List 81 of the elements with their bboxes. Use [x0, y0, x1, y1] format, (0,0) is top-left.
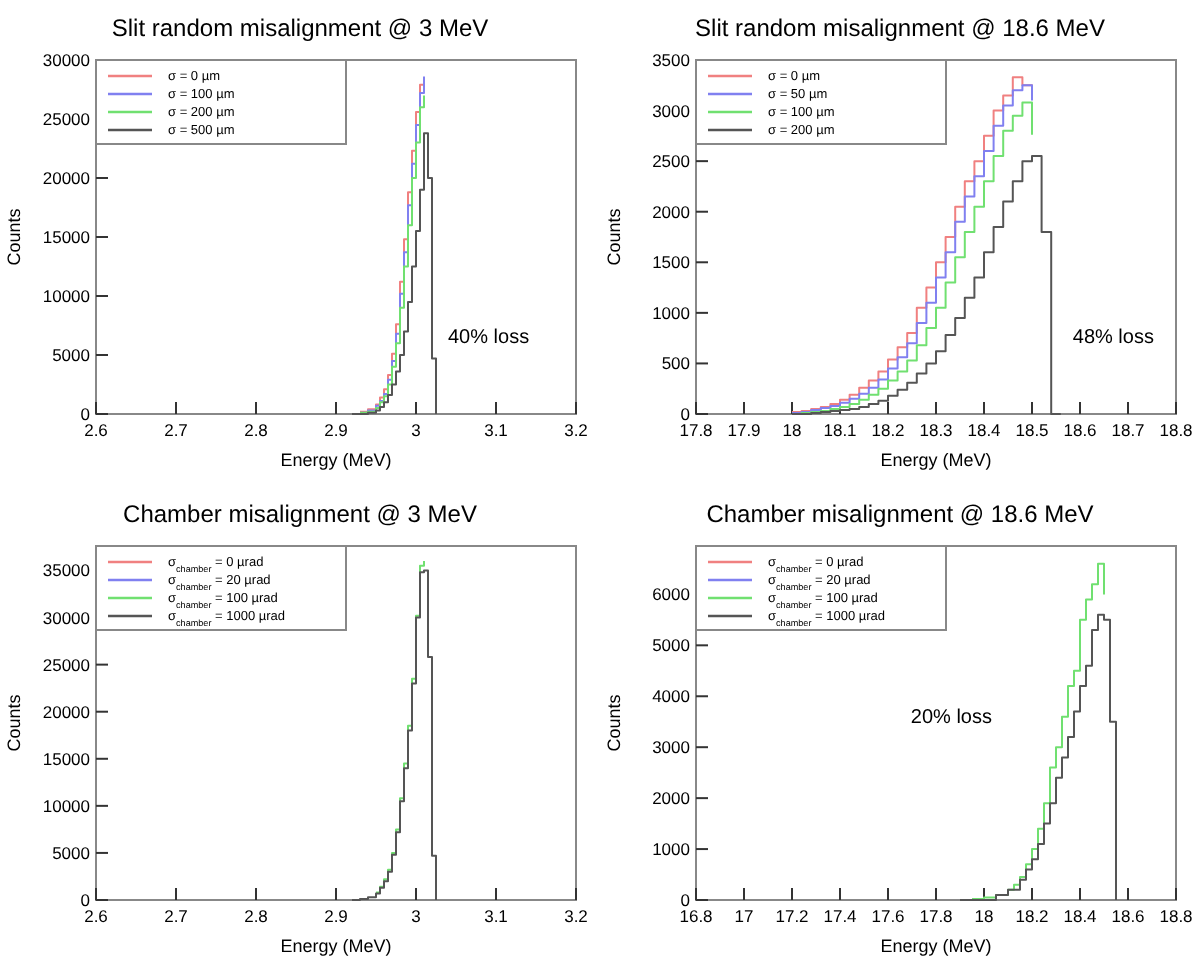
- y-axis-title: Counts: [604, 207, 624, 266]
- x-tick-label: 18.2: [1015, 906, 1050, 926]
- x-axis-title: Energy (MeV): [280, 936, 392, 956]
- x-tick-label: 18.6: [1063, 420, 1098, 440]
- x-tick-label: 2.9: [324, 420, 349, 440]
- y-tick-label: 3000: [652, 737, 691, 758]
- y-tick-label: 25000: [42, 654, 91, 675]
- y-tick-label: 10000: [42, 285, 91, 306]
- x-tick-label: 2.7: [164, 906, 189, 926]
- y-tick-label: 3500: [652, 49, 691, 70]
- chart-title: Slit random misalignment @ 18.6 MeV: [695, 14, 1105, 42]
- y-tick-label: 15000: [42, 748, 91, 769]
- x-tick-label: 18: [782, 420, 802, 440]
- chart-title: Chamber misalignment @ 3 MeV: [123, 500, 477, 528]
- x-tick-label: 3.1: [484, 420, 509, 440]
- y-tick-label: 0: [80, 889, 91, 910]
- y-tick-label: 3000: [652, 100, 691, 121]
- x-axis-title: Energy (MeV): [880, 936, 992, 956]
- x-tick-label: 18.7: [1111, 420, 1146, 440]
- y-tick-label: 15000: [42, 226, 91, 247]
- x-tick-label: 2.8: [244, 906, 269, 926]
- y-tick-label: 0: [680, 889, 691, 910]
- x-tick-label: 17.4: [823, 906, 858, 926]
- x-tick-label: 17: [734, 906, 754, 926]
- x-tick-label: 3: [411, 906, 422, 926]
- x-tick-label: 2.7: [164, 420, 189, 440]
- x-tick-label: 3.2: [564, 906, 589, 926]
- chart-title: Slit random misalignment @ 3 MeV: [111, 14, 489, 42]
- x-tick-label: 18.3: [919, 420, 954, 440]
- x-tick-label: 18.4: [1063, 906, 1098, 926]
- x-tick-label: 18.4: [967, 420, 1002, 440]
- y-tick-label: 0: [680, 403, 691, 424]
- y-tick-label: 5000: [52, 842, 91, 863]
- x-tick-label: 2.6: [84, 906, 109, 926]
- chart-title: Chamber misalignment @ 18.6 MeV: [706, 500, 1094, 528]
- y-axis-title: Counts: [4, 207, 24, 266]
- y-axis-title: Counts: [604, 693, 624, 752]
- x-tick-label: 3: [411, 420, 422, 440]
- y-tick-label: 2000: [652, 788, 691, 809]
- x-tick-label: 17.8: [679, 420, 714, 440]
- y-axis-title: Counts: [4, 693, 24, 752]
- x-tick-label: 17.6: [871, 906, 906, 926]
- x-tick-label: 16.8: [679, 906, 714, 926]
- x-tick-label: 3.2: [564, 420, 589, 440]
- y-tick-label: 0: [80, 403, 91, 424]
- y-tick-label: 4000: [652, 686, 691, 707]
- y-tick-label: 2000: [652, 201, 691, 222]
- y-tick-label: 20000: [42, 701, 91, 722]
- x-axis-title: Energy (MeV): [280, 450, 392, 470]
- x-tick-label: 2.8: [244, 420, 269, 440]
- y-tick-label: 6000: [652, 584, 691, 605]
- annotation: 40% loss: [448, 327, 530, 350]
- x-tick-label: 18.2: [871, 420, 906, 440]
- y-tick-label: 30000: [42, 607, 91, 628]
- x-tick-label: 18.6: [1111, 906, 1146, 926]
- y-tick-label: 20000: [42, 167, 91, 188]
- y-tick-label: 10000: [42, 795, 91, 816]
- y-tick-label: 1000: [652, 839, 691, 860]
- x-tick-label: 18.1: [823, 420, 858, 440]
- y-tick-label: 500: [661, 353, 691, 374]
- x-tick-label: 2.6: [84, 420, 109, 440]
- y-tick-label: 5000: [652, 635, 691, 656]
- x-tick-label: 18: [974, 906, 994, 926]
- x-tick-label: 17.9: [727, 420, 762, 440]
- x-axis-title: Energy (MeV): [880, 450, 992, 470]
- annotation: 20% loss: [910, 707, 992, 729]
- y-tick-label: 35000: [42, 560, 91, 581]
- x-tick-label: 18.5: [1015, 420, 1050, 440]
- x-tick-label: 17.8: [919, 906, 954, 926]
- x-tick-label: 17.2: [775, 906, 810, 926]
- y-tick-label: 2500: [652, 151, 691, 172]
- x-tick-label: 3.1: [484, 906, 509, 926]
- y-tick-label: 1000: [652, 302, 691, 323]
- y-tick-label: 5000: [52, 344, 91, 365]
- x-tick-label: 2.9: [324, 906, 349, 926]
- y-tick-label: 25000: [42, 108, 91, 129]
- y-tick-label: 30000: [42, 49, 91, 70]
- annotation: 48% loss: [1072, 327, 1154, 350]
- y-tick-label: 1500: [652, 252, 691, 273]
- x-tick-label: 18.8: [1159, 420, 1194, 440]
- x-tick-label: 18.8: [1159, 906, 1194, 926]
